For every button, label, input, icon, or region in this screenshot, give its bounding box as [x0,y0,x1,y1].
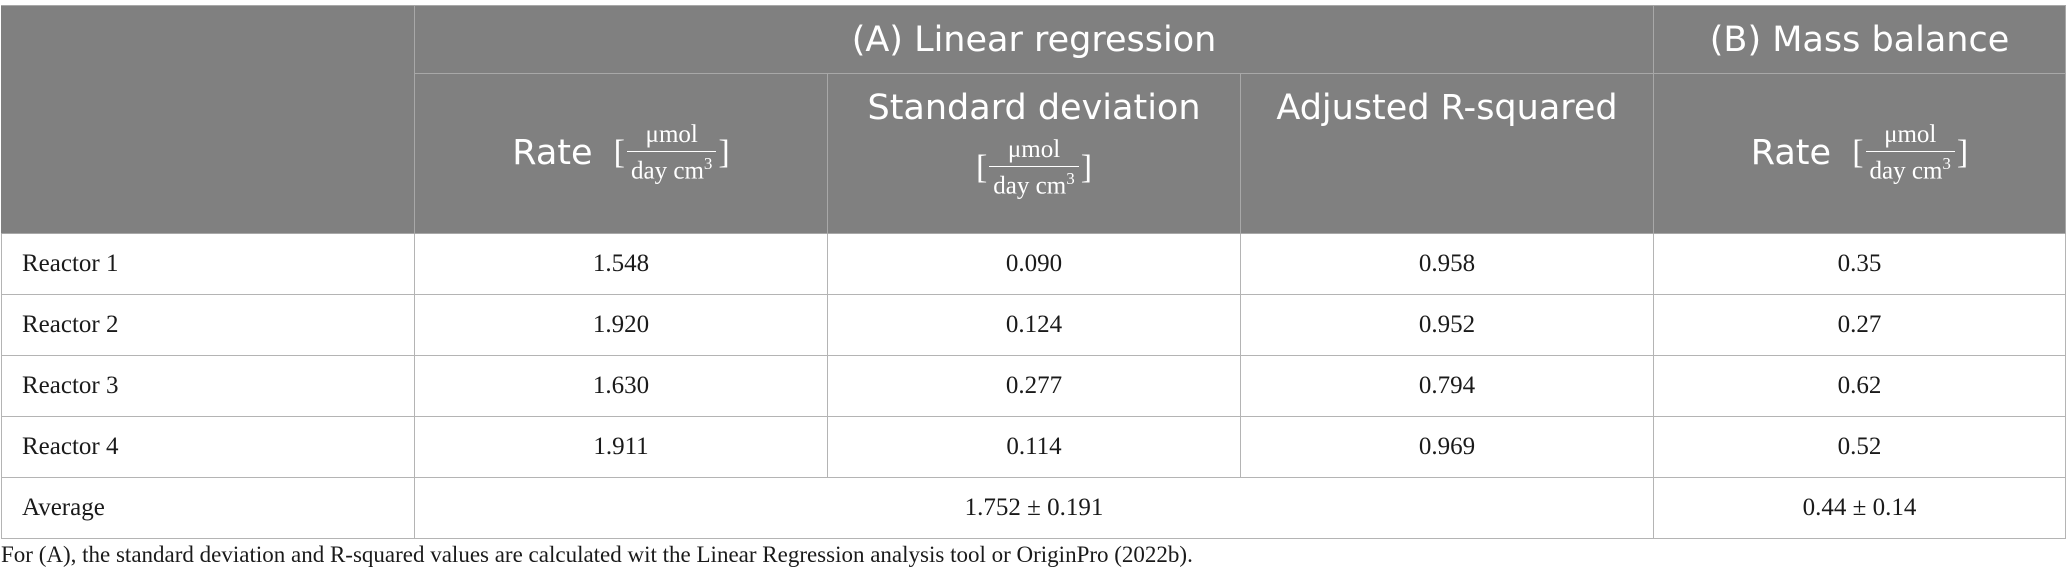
bracket-open: [ [613,134,625,172]
cell-rate: 1.548 [414,233,828,295]
unit-denominator-base: day cm [631,157,704,185]
header-corner-cell [1,5,415,234]
column-header-adj-r2: Adjusted R-squared [1239,73,1655,234]
table-footnote: For (A), the standard deviation and R-sq… [1,542,1193,567]
average-value-mass-balance: 0.44 ± 0.14 [1653,477,2067,539]
unit-fraction: μmol day cm3 [1865,121,1955,185]
cell-std-dev: 0.277 [827,355,1241,417]
unit-denominator: day cm3 [989,167,1078,200]
unit-exponent: 3 [703,154,713,174]
cell-adj-r2: 0.952 [1239,294,1655,356]
cell-rate: 1.630 [414,355,828,417]
unit-denominator: day cm3 [627,152,716,185]
row-label: Reactor 2 [1,294,415,356]
results-table: (A) Linear regression (B) Mass balance R… [1,5,2067,539]
average-label: Average [1,477,415,539]
unit-fraction: μmol day cm3 [627,121,717,185]
bracket-open: [ [975,149,988,187]
cell-rate-b: 0.27 [1653,294,2067,356]
table-row: Reactor 1 1.548 0.090 0.958 0.35 [1,233,2067,295]
cell-rate-b: 0.62 [1653,355,2067,417]
bracket-close: ] [1956,134,1969,172]
unit-numerator: μmol [627,121,717,153]
average-row: Average 1.752 ± 0.191 0.44 ± 0.14 [1,477,2067,539]
cell-rate-b: 0.52 [1653,416,2067,478]
table-row: Reactor 3 1.630 0.277 0.794 0.62 [1,355,2067,417]
column-label-std-dev: Standard deviation [867,88,1201,128]
column-label-rate-a: Rate [512,133,593,174]
cell-rate: 1.911 [414,416,828,478]
row-label: Reactor 4 [1,416,415,478]
cell-adj-r2: 0.794 [1239,355,1655,417]
cell-std-dev: 0.090 [827,233,1241,295]
group-header-mass-balance: (B) Mass balance [1653,5,2067,74]
row-label: Reactor 3 [1,355,415,417]
cell-rate: 1.920 [414,294,828,356]
std-dev-unit-wrap: [μmol day cm3] [828,136,1240,200]
table-body: Reactor 1 1.548 0.090 0.958 0.35 Reactor… [1,233,2067,539]
bracket-open: [ [1852,134,1864,172]
column-header-rate-a: Rate [μmol day cm3] [414,73,828,234]
cell-adj-r2: 0.958 [1239,233,1655,295]
unit-exponent: 3 [1066,169,1075,188]
group-header-linear-regression: (A) Linear regression [413,5,1655,74]
column-label-rate-b: Rate [1750,133,1832,174]
column-header-std-dev: Standard deviation [μmol day cm3] [827,73,1241,234]
cell-rate-b: 0.35 [1653,233,2067,295]
column-header-rate-b: Rate [μmol day cm3] [1653,73,2067,234]
table-row: Reactor 2 1.920 0.124 0.952 0.27 [1,294,2067,356]
header-column-row: Rate [μmol day cm3] Standard deviation [μ… [2,73,2067,234]
unit-exponent: 3 [1942,154,1951,174]
cell-std-dev: 0.124 [827,294,1241,356]
cell-adj-r2: 0.969 [1239,416,1655,478]
table-row: Reactor 4 1.911 0.114 0.969 0.52 [1,416,2067,478]
rate-unit-b: [μmol day cm3] [1852,121,1968,185]
unit-fraction: μmol day cm3 [989,136,1079,200]
unit-denominator-base: day cm [1869,157,1943,185]
std-dev-unit: [μmol day cm3] [976,136,1092,200]
row-label: Reactor 1 [1,233,415,295]
unit-denominator: day cm3 [1866,152,1955,185]
table-header: (A) Linear regression (B) Mass balance R… [1,5,2067,234]
unit-denominator-base: day cm [993,172,1067,200]
cell-std-dev: 0.114 [827,416,1241,478]
unit-numerator: μmol [989,136,1079,167]
header-group-row: (A) Linear regression (B) Mass balance [1,5,2067,234]
rate-unit-a: [μmol day cm3] [614,121,730,185]
average-value-linear-regression: 1.752 ± 0.191 [413,477,1655,539]
bracket-close: ] [718,134,730,172]
unit-numerator: μmol [1865,121,1955,153]
bracket-close: ] [1080,149,1093,187]
